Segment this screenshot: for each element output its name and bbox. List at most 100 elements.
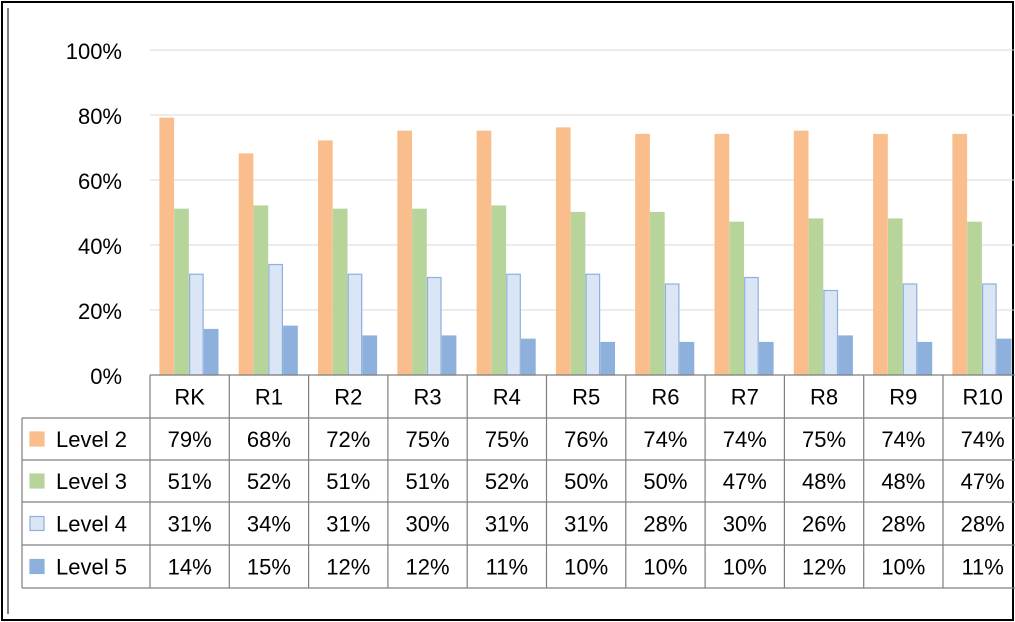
data-label: 14%	[168, 555, 212, 580]
category-label: R6	[651, 385, 679, 410]
data-label: 10%	[723, 555, 767, 580]
data-label: 74%	[723, 427, 767, 452]
bar	[981, 283, 997, 376]
data-label: 28%	[881, 512, 925, 537]
bar	[585, 273, 601, 376]
y-tick-label: 80%	[78, 104, 122, 129]
bar	[397, 130, 412, 376]
data-label: 11%	[486, 555, 528, 580]
data-label: 26%	[802, 512, 846, 537]
category-label: RK	[174, 385, 205, 410]
data-label: 34%	[247, 512, 291, 537]
bar	[714, 133, 730, 376]
bars	[159, 117, 1012, 376]
category-label: R7	[731, 385, 759, 410]
bar	[283, 325, 298, 376]
data-label: 51%	[168, 469, 212, 494]
bar	[491, 205, 507, 376]
data-label: 31%	[326, 512, 370, 537]
legend-key	[29, 515, 45, 532]
bar	[174, 208, 189, 376]
bar	[506, 273, 521, 376]
data-label: 76%	[564, 427, 608, 452]
bar	[729, 221, 745, 376]
data-label: 74%	[961, 427, 1005, 452]
bar	[441, 335, 457, 376]
bar	[426, 276, 442, 376]
bar	[570, 211, 586, 376]
category-label: R1	[255, 385, 283, 410]
bar	[347, 273, 363, 376]
bar	[873, 133, 888, 376]
bar	[967, 221, 982, 376]
data-label: 51%	[406, 469, 450, 494]
bar	[758, 341, 774, 376]
data-label: 50%	[643, 469, 687, 494]
data-label: 15%	[247, 555, 291, 580]
data-label: 11%	[961, 555, 1003, 580]
data-label: 74%	[881, 427, 925, 452]
bar	[332, 208, 348, 376]
bar	[555, 127, 571, 376]
bar	[159, 117, 175, 376]
category-label: R4	[493, 385, 521, 410]
bar	[744, 276, 759, 376]
category-label: R8	[810, 385, 838, 410]
y-tick-label: 60%	[78, 169, 122, 194]
y-tick-label: 20%	[78, 299, 122, 324]
data-label: 75%	[485, 427, 529, 452]
data-label: 31%	[564, 512, 608, 537]
data-label: 30%	[723, 512, 767, 537]
bar	[600, 341, 616, 376]
data-label: 72%	[326, 427, 370, 452]
data-label: 30%	[406, 512, 450, 537]
data-table: RK R1 R2 R3 R4 R5 R6 R7 R8 R9 R10 Level 2 79% 68% 72% 7…	[21, 374, 1015, 589]
category-label: R5	[572, 385, 600, 410]
y-axis-labels: 0% 20% 40% 60% 80% 100%	[66, 39, 122, 389]
bar	[917, 341, 933, 376]
bar	[952, 133, 968, 376]
legend-key	[29, 473, 45, 489]
bar	[318, 140, 333, 376]
series-name: Level 5	[56, 555, 127, 580]
data-label: 74%	[643, 427, 687, 452]
data-label: 10%	[643, 555, 687, 580]
data-label: 47%	[961, 469, 1005, 494]
data-label: 12%	[326, 555, 370, 580]
legend-key	[29, 431, 45, 447]
data-label: 31%	[168, 512, 212, 537]
legend-key	[29, 558, 45, 575]
data-label: 48%	[881, 469, 925, 494]
series-name: Level 2	[56, 427, 127, 452]
bar	[253, 205, 269, 376]
data-label: 68%	[247, 427, 291, 452]
data-label: 47%	[723, 469, 767, 494]
data-label: 52%	[485, 469, 529, 494]
bar	[902, 283, 918, 376]
data-label: 10%	[564, 555, 608, 580]
y-tick-label: 100%	[66, 39, 122, 64]
data-label: 28%	[643, 512, 687, 537]
category-label: R3	[413, 385, 441, 410]
bar	[996, 338, 1012, 376]
bar	[887, 218, 903, 376]
bar	[268, 263, 283, 376]
bar	[476, 130, 492, 376]
y-tick-label: 0%	[90, 364, 122, 389]
bar	[838, 335, 853, 376]
data-label: 75%	[406, 427, 450, 452]
bar	[823, 289, 839, 376]
bar	[679, 341, 695, 376]
y-tick-label: 40%	[78, 234, 122, 259]
series-name: Level 4	[56, 512, 127, 537]
data-label: 12%	[406, 555, 450, 580]
bar	[649, 211, 665, 376]
data-label: 10%	[881, 555, 925, 580]
category-label: R9	[889, 385, 917, 410]
data-label: 52%	[247, 469, 291, 494]
bar	[520, 338, 536, 376]
bar	[189, 273, 204, 376]
category-label: R2	[334, 385, 362, 410]
data-label: 50%	[564, 469, 608, 494]
